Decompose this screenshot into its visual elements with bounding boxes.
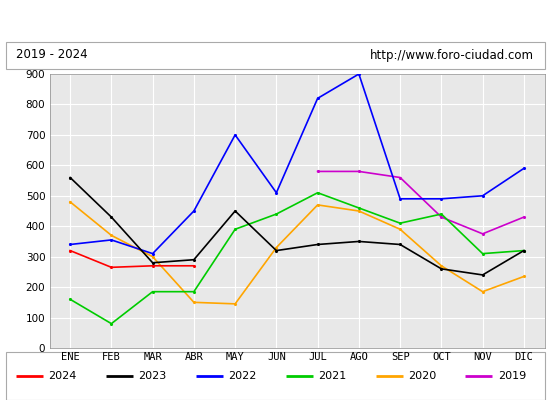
Text: 2021: 2021 [318, 371, 346, 381]
Text: http://www.foro-ciudad.com: http://www.foro-ciudad.com [370, 48, 534, 62]
Text: 2019 - 2024: 2019 - 2024 [16, 48, 88, 62]
Text: 2022: 2022 [228, 371, 257, 381]
Text: 2024: 2024 [48, 371, 77, 381]
Text: 2019: 2019 [498, 371, 526, 381]
Text: 2020: 2020 [408, 371, 436, 381]
Text: 2023: 2023 [139, 371, 167, 381]
Text: Evolucion Nº Turistas Nacionales en el municipio de Poblete: Evolucion Nº Turistas Nacionales en el m… [56, 12, 494, 28]
